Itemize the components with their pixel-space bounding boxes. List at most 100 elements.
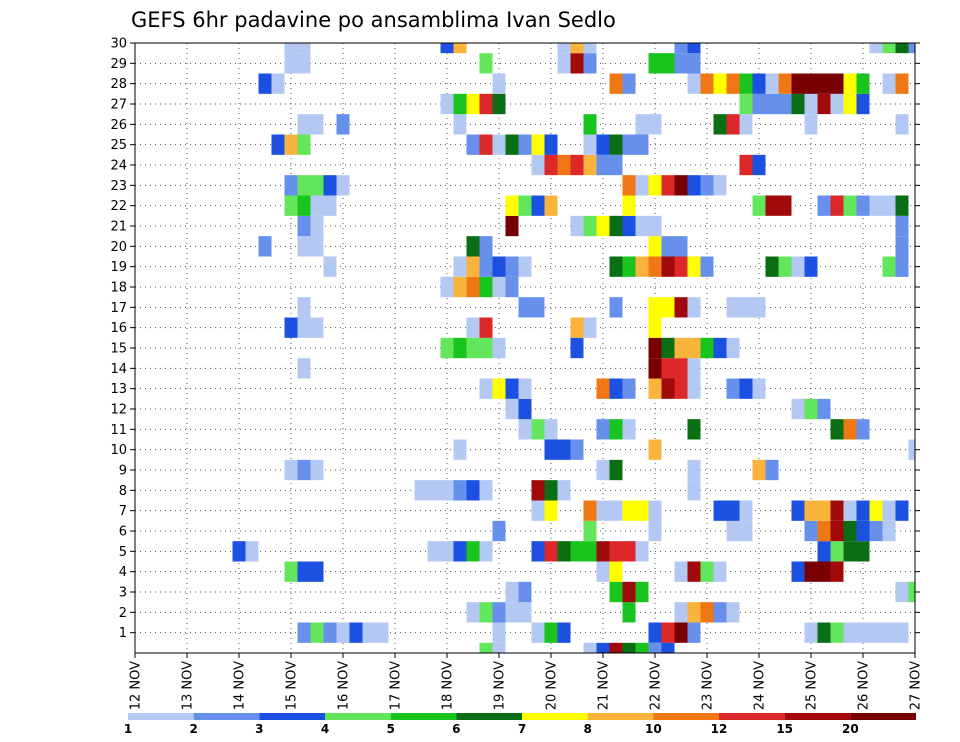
precip-cell xyxy=(687,73,701,94)
precip-cell xyxy=(466,602,480,623)
precip-cell xyxy=(739,154,753,176)
precip-cell xyxy=(817,500,831,521)
precip-cell xyxy=(648,317,662,338)
precip-cell xyxy=(843,73,857,94)
precip-cell xyxy=(687,561,701,582)
precip-cell xyxy=(817,398,831,420)
precip-cell xyxy=(518,581,532,603)
precip-cell xyxy=(271,134,285,155)
colorbar-label: 15 xyxy=(776,722,793,736)
precip-cell xyxy=(778,256,792,277)
precip-cell xyxy=(648,114,662,135)
precip-cell xyxy=(830,419,844,440)
precip-cell xyxy=(661,297,675,318)
precip-cell xyxy=(804,500,818,521)
precip-cell xyxy=(713,500,727,521)
precip-cell xyxy=(622,419,636,440)
y-tick-label: 11 xyxy=(110,423,127,438)
precip-cell xyxy=(804,93,818,115)
precip-cell xyxy=(570,541,584,562)
precip-cell xyxy=(531,297,545,318)
precip-cell xyxy=(713,175,727,196)
precip-cell xyxy=(622,256,636,277)
precip-cell xyxy=(869,500,883,521)
precip-cell xyxy=(791,73,805,94)
precip-cell xyxy=(479,642,493,653)
precip-cell xyxy=(583,53,597,74)
precip-cell xyxy=(687,256,701,277)
y-tick-label: 6 xyxy=(119,525,127,540)
precip-cell xyxy=(726,114,740,135)
precip-cell xyxy=(752,93,766,115)
precip-cell xyxy=(791,561,805,582)
precip-cell xyxy=(752,154,766,176)
precip-cell xyxy=(284,195,298,216)
precip-cell xyxy=(687,175,701,196)
precip-cell xyxy=(843,541,857,562)
precip-cell xyxy=(843,195,857,216)
precip-cell xyxy=(895,581,909,603)
precip-cell xyxy=(700,175,714,196)
y-tick-label: 16 xyxy=(110,321,127,336)
precip-cell xyxy=(765,93,779,115)
precip-cell xyxy=(674,256,688,277)
precip-cell xyxy=(310,195,324,216)
colorbar-label: 7 xyxy=(518,722,526,736)
precip-cell xyxy=(752,73,766,94)
precip-cell xyxy=(882,256,896,277)
x-tick-label: 27 NOV xyxy=(909,661,924,710)
precip-cell xyxy=(544,154,558,176)
precip-cell xyxy=(648,53,662,74)
precip-cell xyxy=(453,256,467,277)
precip-cell xyxy=(596,378,610,399)
precip-cell xyxy=(843,520,857,542)
precip-cell xyxy=(635,215,649,237)
precip-cell xyxy=(856,541,870,562)
precip-cell xyxy=(570,215,584,237)
precip-cell xyxy=(635,541,649,562)
precip-cell xyxy=(713,337,727,359)
precip-cell xyxy=(570,439,584,460)
precip-cell xyxy=(284,175,298,196)
precip-cell xyxy=(297,358,311,379)
precip-cell xyxy=(544,622,558,643)
colorbar-label: 1 xyxy=(124,722,132,736)
precip-cell xyxy=(544,439,558,460)
precip-cell xyxy=(674,53,688,74)
precip-cell xyxy=(479,256,493,277)
precip-cell xyxy=(674,622,688,643)
precip-cell xyxy=(648,175,662,196)
precip-cell xyxy=(427,541,441,562)
precip-cell xyxy=(258,236,272,257)
y-tick-label: 17 xyxy=(110,301,127,316)
precip-cell xyxy=(804,256,818,277)
precip-cell xyxy=(648,439,662,460)
precip-cell xyxy=(817,520,831,542)
precip-cell xyxy=(466,93,480,115)
precip-cell xyxy=(726,297,740,318)
precip-cell xyxy=(609,134,623,155)
precip-cell xyxy=(661,642,675,653)
precip-cell xyxy=(752,378,766,399)
colorbar-swatch xyxy=(587,713,654,720)
precip-cell xyxy=(700,337,714,359)
precip-cell xyxy=(284,459,298,481)
precip-cell xyxy=(908,439,915,460)
precip-cell xyxy=(284,43,298,54)
colorbar-label: 4 xyxy=(321,722,329,736)
colorbar-label: 12 xyxy=(711,722,728,736)
precip-cell xyxy=(492,337,506,359)
x-tick-label: 17 NOV xyxy=(389,661,404,710)
precip-cell xyxy=(674,43,688,54)
precip-cell xyxy=(297,114,311,135)
precip-cell xyxy=(505,256,519,277)
precip-cell xyxy=(362,622,376,643)
colorbar-swatch xyxy=(390,713,457,720)
y-tick-label: 20 xyxy=(110,240,127,255)
colorbar-label: 2 xyxy=(189,722,197,736)
precip-cell xyxy=(687,419,701,440)
precip-cell xyxy=(479,602,493,623)
precip-cell xyxy=(778,93,792,115)
precip-cell xyxy=(245,541,259,562)
precip-cell xyxy=(869,622,883,643)
